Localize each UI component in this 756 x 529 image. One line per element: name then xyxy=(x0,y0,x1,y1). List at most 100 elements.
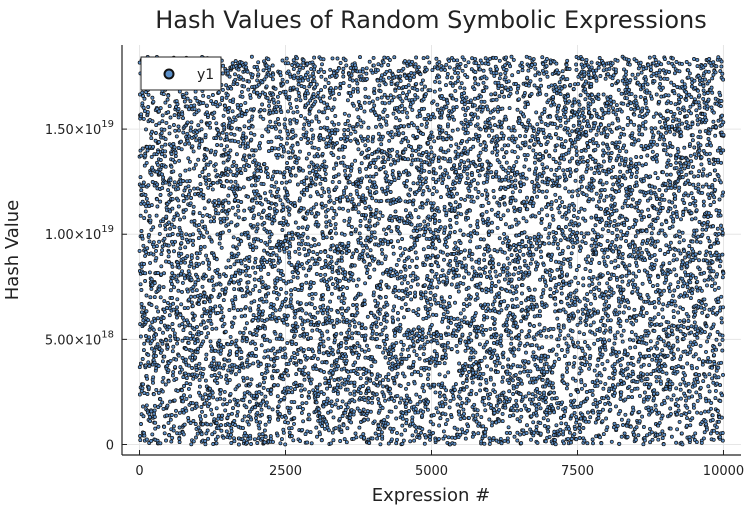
data-point xyxy=(416,313,421,317)
data-point xyxy=(296,246,301,251)
data-point xyxy=(350,197,355,202)
data-point xyxy=(207,314,212,319)
data-point xyxy=(325,396,330,401)
data-point xyxy=(409,215,414,220)
data-point xyxy=(402,277,407,282)
data-point xyxy=(170,206,175,211)
data-point xyxy=(220,87,225,92)
data-point xyxy=(230,205,235,210)
data-point xyxy=(285,161,290,165)
data-point xyxy=(314,82,319,87)
data-point xyxy=(426,222,431,227)
data-point xyxy=(230,119,235,124)
data-point xyxy=(209,294,214,299)
data-point xyxy=(264,400,269,405)
data-point xyxy=(213,304,218,309)
data-point xyxy=(324,214,329,219)
data-point xyxy=(306,242,311,247)
data-point xyxy=(203,392,208,397)
data-point xyxy=(327,219,332,224)
data-point xyxy=(230,411,234,416)
data-point xyxy=(164,259,168,264)
data-point xyxy=(330,430,335,435)
data-point xyxy=(299,114,303,118)
data-point xyxy=(296,82,301,87)
data-point xyxy=(425,407,430,412)
data-point xyxy=(172,214,177,219)
data-point xyxy=(331,153,336,158)
data-point xyxy=(320,205,325,210)
data-point xyxy=(221,345,226,349)
data-point xyxy=(411,198,416,203)
data-point xyxy=(256,72,261,77)
data-point xyxy=(168,226,173,231)
data-point xyxy=(173,154,178,159)
data-point xyxy=(272,100,277,105)
data-point xyxy=(305,224,310,229)
data-point xyxy=(352,380,357,385)
data-point xyxy=(367,441,372,445)
data-point xyxy=(385,185,390,190)
data-point xyxy=(224,377,229,382)
data-point xyxy=(411,309,416,314)
data-point xyxy=(309,119,314,124)
data-point xyxy=(306,371,311,376)
data-point xyxy=(201,193,206,197)
data-point xyxy=(197,384,202,389)
data-point xyxy=(280,337,285,342)
data-point xyxy=(229,251,234,256)
data-point xyxy=(386,198,391,203)
data-point xyxy=(389,409,394,414)
data-point xyxy=(428,88,433,93)
data-point xyxy=(228,391,233,396)
data-point xyxy=(151,99,156,104)
data-point xyxy=(306,137,311,141)
data-point xyxy=(221,298,226,303)
data-point xyxy=(210,187,215,192)
data-point xyxy=(267,235,272,240)
data-point xyxy=(192,186,197,191)
data-point xyxy=(338,61,343,65)
data-point xyxy=(356,99,361,104)
data-point xyxy=(311,95,316,100)
data-point xyxy=(205,230,210,235)
data-point xyxy=(420,78,425,83)
data-point xyxy=(286,109,290,114)
data-point xyxy=(257,426,262,431)
data-point xyxy=(403,405,408,409)
data-point xyxy=(366,125,371,130)
data-point xyxy=(301,126,306,131)
data-point xyxy=(359,106,363,110)
data-point xyxy=(287,206,292,211)
data-point xyxy=(197,174,202,178)
data-point xyxy=(173,150,178,155)
data-point xyxy=(288,300,293,305)
data-point xyxy=(207,266,212,271)
data-point xyxy=(239,261,244,266)
data-point xyxy=(243,112,248,117)
data-point xyxy=(342,111,347,116)
data-point xyxy=(197,142,202,147)
data-point xyxy=(227,154,232,159)
data-point xyxy=(246,194,250,199)
data-point xyxy=(295,109,300,114)
data-point xyxy=(175,337,180,342)
data-point xyxy=(310,256,315,261)
data-point xyxy=(331,438,336,443)
data-point xyxy=(294,160,299,165)
data-point xyxy=(292,333,297,338)
data-point xyxy=(372,419,377,424)
data-point xyxy=(245,358,250,363)
data-point xyxy=(326,128,331,133)
data-point xyxy=(390,315,395,320)
data-point xyxy=(302,387,307,392)
data-point xyxy=(177,265,182,270)
data-point xyxy=(309,302,314,307)
data-point xyxy=(342,232,347,237)
data-point xyxy=(312,243,317,248)
data-point xyxy=(343,122,348,126)
data-point xyxy=(253,260,258,265)
data-point xyxy=(422,389,426,394)
data-point xyxy=(270,311,275,316)
data-point xyxy=(172,249,176,254)
